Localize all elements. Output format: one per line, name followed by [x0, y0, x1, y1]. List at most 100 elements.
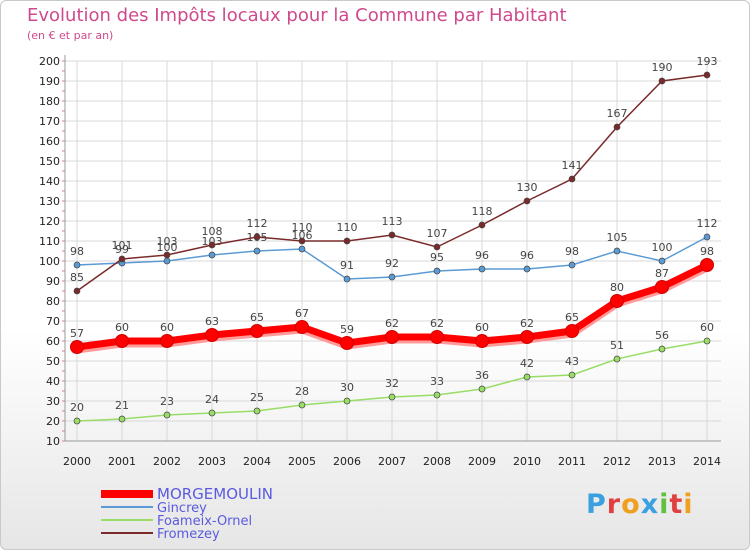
data-label: 59 [340, 323, 354, 336]
data-label: 106 [292, 229, 313, 242]
data-point [613, 355, 621, 363]
data-point [73, 261, 81, 269]
legend-label-foameix-ornel: Foameix-Ornel [157, 514, 252, 529]
data-label: 51 [610, 339, 624, 352]
data-label: 118 [472, 205, 493, 218]
data-label: 98 [700, 245, 714, 258]
data-label: 167 [607, 107, 628, 120]
data-point [295, 320, 309, 334]
logo-letter: o [621, 489, 641, 520]
data-label: 112 [697, 217, 718, 230]
x-tick-label: 2000 [63, 455, 91, 468]
data-label: 60 [115, 321, 129, 334]
data-point [613, 247, 621, 255]
x-tick-label: 2008 [423, 455, 451, 468]
data-label: 30 [340, 381, 354, 394]
data-point [655, 280, 669, 294]
data-point [478, 265, 486, 273]
series-foameix-ornel: 20 21 23 24 25 28 30 32 33 36 42 43 51 56 60 [70, 321, 714, 425]
data-label: 62 [385, 317, 399, 330]
x-tick-label: 2009 [468, 455, 496, 468]
data-label: 98 [565, 245, 579, 258]
data-point [253, 247, 261, 255]
data-point [613, 123, 621, 131]
data-label: 80 [610, 281, 624, 294]
data-label: 62 [430, 317, 444, 330]
data-point [343, 397, 351, 405]
x-tick-label: 2002 [153, 455, 181, 468]
axes [62, 55, 721, 442]
data-point [523, 373, 531, 381]
data-point [388, 393, 396, 401]
data-point [298, 237, 306, 245]
data-label: 67 [295, 307, 309, 320]
data-point [520, 330, 534, 344]
chart-subtitle: (en € et par an) [27, 29, 114, 42]
data-point [163, 251, 171, 259]
y-tick-label: 200 [39, 55, 60, 68]
y-tick-label: 100 [39, 255, 60, 268]
series-morgemoulin: 57 60 60 63 65 67 59 62 62 60 62 65 80 87 98 [70, 245, 714, 354]
series-group: 9899100103105106919295969698105100112202… [70, 55, 718, 425]
data-label: 56 [655, 329, 669, 342]
data-point [523, 197, 531, 205]
data-label: 87 [655, 267, 669, 280]
data-point [703, 337, 711, 345]
data-point [568, 261, 576, 269]
data-point [298, 401, 306, 409]
data-label: 98 [70, 245, 84, 258]
data-point [565, 324, 579, 338]
data-label: 60 [160, 321, 174, 334]
y-tick-labels: 10 20 30 40 50 60 70 80 90 100 110 120 130 140 150 160 1… [39, 55, 60, 448]
data-label: 23 [160, 395, 174, 408]
data-label: 91 [340, 259, 354, 272]
y-tick-label: 180 [39, 95, 60, 108]
data-label: 85 [70, 271, 84, 284]
y-tick-label: 70 [46, 315, 60, 328]
series-fromezey: 85 101 103 108 112 110 110 113 107 118 130 141 167 19… [70, 55, 718, 295]
chart-title: Evolution des Impôts locaux pour la Comm… [27, 5, 567, 26]
y-tick-label: 190 [39, 75, 60, 88]
x-tick-label: 2012 [603, 455, 631, 468]
data-label: 110 [337, 221, 358, 234]
data-label: 95 [430, 251, 444, 264]
data-point [658, 77, 666, 85]
data-point [208, 409, 216, 417]
x-tick-label: 2001 [108, 455, 136, 468]
data-point [523, 265, 531, 273]
data-point [568, 175, 576, 183]
data-point [163, 411, 171, 419]
data-point [343, 275, 351, 283]
data-point [73, 287, 81, 295]
x-tick-label: 2004 [243, 455, 271, 468]
data-point [253, 233, 261, 241]
data-point [388, 231, 396, 239]
data-label: 43 [565, 355, 579, 368]
data-label: 103 [157, 235, 178, 248]
data-point [700, 258, 714, 272]
data-label: 33 [430, 375, 444, 388]
data-point [208, 251, 216, 259]
x-tick-label: 2010 [513, 455, 541, 468]
data-label: 113 [382, 215, 403, 228]
x-tick-label: 2003 [198, 455, 226, 468]
data-label: 60 [700, 321, 714, 334]
data-point [160, 334, 174, 348]
data-point [250, 324, 264, 338]
data-label: 60 [475, 321, 489, 334]
logo-letter: P [586, 489, 607, 520]
x-tick-label: 2013 [648, 455, 676, 468]
data-point [298, 245, 306, 253]
y-tick-label: 20 [46, 415, 60, 428]
data-label: 32 [385, 377, 399, 390]
data-label: 57 [70, 327, 84, 340]
data-point [703, 233, 711, 241]
y-tick-label: 110 [39, 235, 60, 248]
data-point [568, 371, 576, 379]
data-label: 112 [247, 217, 268, 230]
data-point [118, 255, 126, 263]
data-label: 20 [70, 401, 84, 414]
data-point [433, 267, 441, 275]
y-tick-label: 150 [39, 155, 60, 168]
